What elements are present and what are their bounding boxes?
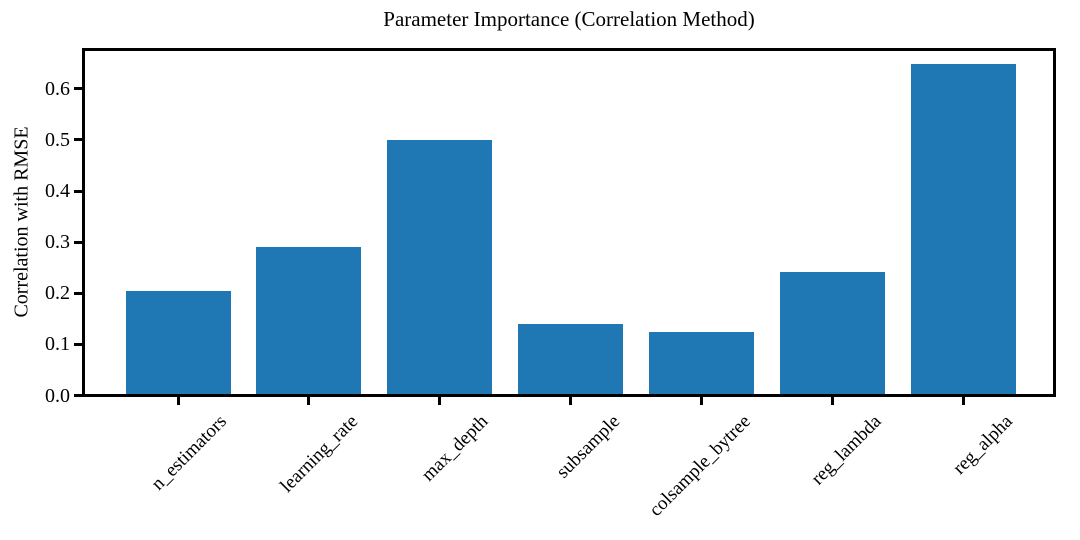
x-tick-mark	[438, 397, 442, 405]
x-tick-mark	[569, 397, 573, 405]
bar-subsample	[518, 323, 624, 394]
plot-area	[82, 48, 1056, 397]
y-tick-mark	[74, 394, 82, 397]
y-tick-mark	[74, 342, 82, 346]
x-tick-mark	[307, 397, 311, 405]
x-tick-mark	[962, 397, 966, 405]
y-tick-mark	[74, 291, 82, 295]
y-tick-mark	[74, 87, 82, 91]
y-tick-label: 0.6	[45, 77, 70, 100]
bar-colsample_bytree	[649, 331, 755, 394]
y-tick-label: 0.3	[45, 231, 70, 254]
bar-reg_alpha	[911, 64, 1017, 394]
y-tick-label: 0.4	[45, 180, 70, 203]
x-tick-label: reg_lambda	[807, 411, 886, 490]
y-tick-label: 0.5	[45, 128, 70, 151]
bar-n_estimators	[125, 290, 231, 394]
y-tick-mark	[74, 240, 82, 244]
x-tick-label: learning_rate	[276, 411, 362, 497]
x-tick-label: reg_alpha	[948, 411, 1017, 479]
chart-title: Parameter Importance (Correlation Method…	[383, 7, 755, 31]
y-tick-mark	[74, 189, 82, 193]
y-tick-label: 0.1	[45, 333, 70, 356]
y-tick-mark	[74, 138, 82, 142]
x-tick-label: colsample_bytree	[644, 411, 755, 521]
x-tick-label: n_estimators	[147, 411, 231, 495]
x-tick-label: subsample	[552, 411, 624, 483]
bar-reg_lambda	[780, 271, 886, 394]
y-tick-label: 0.0	[45, 384, 70, 407]
bar-learning_rate	[256, 247, 362, 394]
x-tick-mark	[700, 397, 704, 405]
x-tick-mark	[831, 397, 835, 405]
x-tick-label: max_depth	[418, 411, 493, 486]
x-tick-mark	[176, 397, 180, 405]
y-tick-label: 0.2	[45, 282, 70, 305]
bar-max_depth	[387, 139, 493, 394]
